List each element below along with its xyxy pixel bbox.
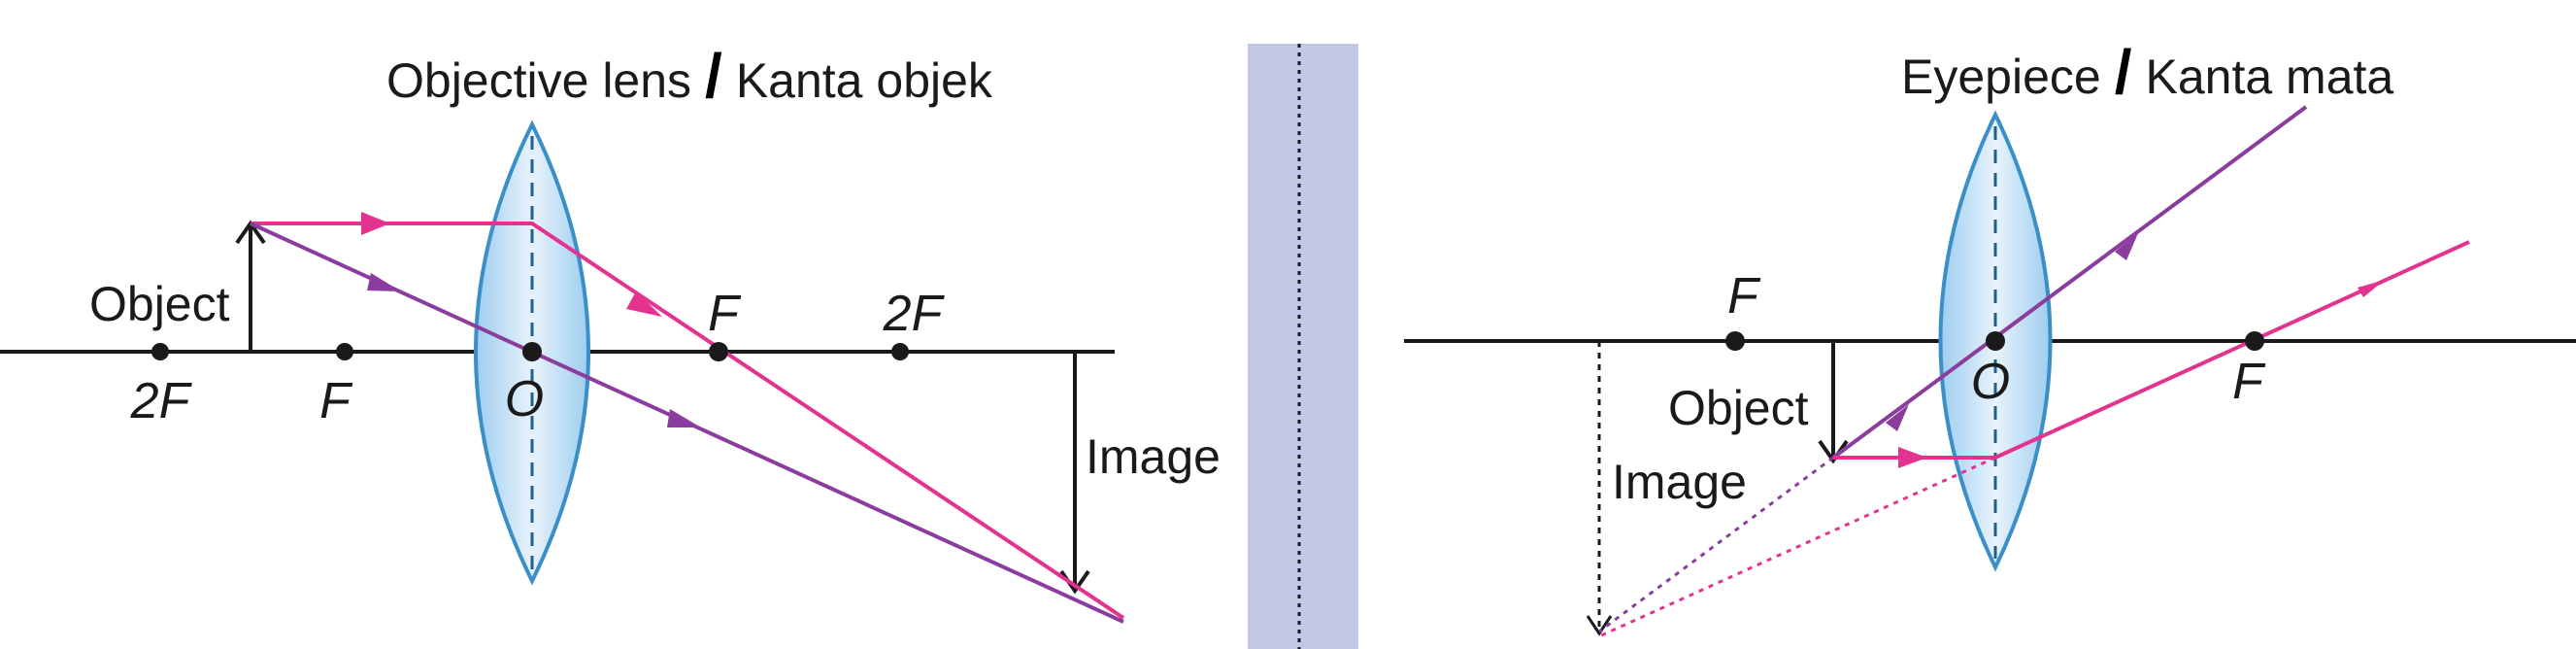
objective-ray-arrowhead — [367, 273, 401, 291]
objective-ray-arrowhead — [626, 291, 662, 317]
objective-title: Objective lens / Kanta objek — [386, 41, 993, 111]
eyepiece-label-f-left: F — [1727, 268, 1761, 324]
objective-label-2f-left: 2F — [130, 373, 193, 429]
objective-label-f-left: F — [319, 373, 353, 429]
objective-image-label: Image — [1086, 429, 1221, 484]
eyepiece-object-label: Object — [1668, 381, 1809, 435]
objective-point-o — [522, 342, 542, 361]
eyepiece-image-label: Image — [1612, 455, 1747, 509]
objective-label-o: O — [505, 371, 544, 427]
eyepiece-ray-center — [1831, 105, 2308, 460]
eyepiece-label-f-right: F — [2232, 354, 2266, 410]
objective-ray-arrowhead — [667, 409, 701, 427]
objective-label-2f-right: 2F — [883, 286, 946, 342]
eyepiece-ray-parallel-extension — [1598, 456, 1996, 638]
divider-band — [1248, 44, 1358, 649]
eyepiece-label-o: O — [1971, 354, 2010, 410]
objective-ray-arrowhead — [361, 212, 390, 235]
eyepiece-point-o — [1986, 331, 2005, 351]
objective-point-2f-right — [891, 343, 909, 360]
eyepiece-ray-parallel — [1833, 240, 2470, 460]
eyepiece-diagram: Eyepiece / Kanta mata F O F Object — [1404, 37, 2576, 638]
eyepiece-ray-arrowhead — [2358, 280, 2385, 297]
objective-label-f-right: F — [708, 286, 742, 342]
objective-ray-parallel — [251, 222, 1125, 620]
eyepiece-ray-arrowhead — [1898, 447, 1927, 468]
objective-point-f-right — [709, 342, 728, 361]
objective-point-f-left — [336, 343, 353, 360]
objective-object-label: Object — [89, 277, 230, 331]
eyepiece-title: Eyepiece / Kanta mata — [1901, 37, 2393, 107]
objective-diagram: Objective lens / Kanta objek 2F F O F 2F — [0, 41, 1221, 624]
panel-divider — [1248, 44, 1358, 649]
eyepiece-ray-arrowhead — [1886, 404, 1909, 431]
objective-point-2f-left — [151, 343, 169, 360]
eyepiece-ray-arrowhead — [2115, 233, 2138, 260]
eyepiece-object-arrowhead — [1818, 439, 1849, 464]
eyepiece-point-f-left — [1725, 331, 1745, 351]
eyepiece-image-arrowhead — [1586, 615, 1613, 636]
eyepiece-point-f-right — [2245, 331, 2264, 351]
